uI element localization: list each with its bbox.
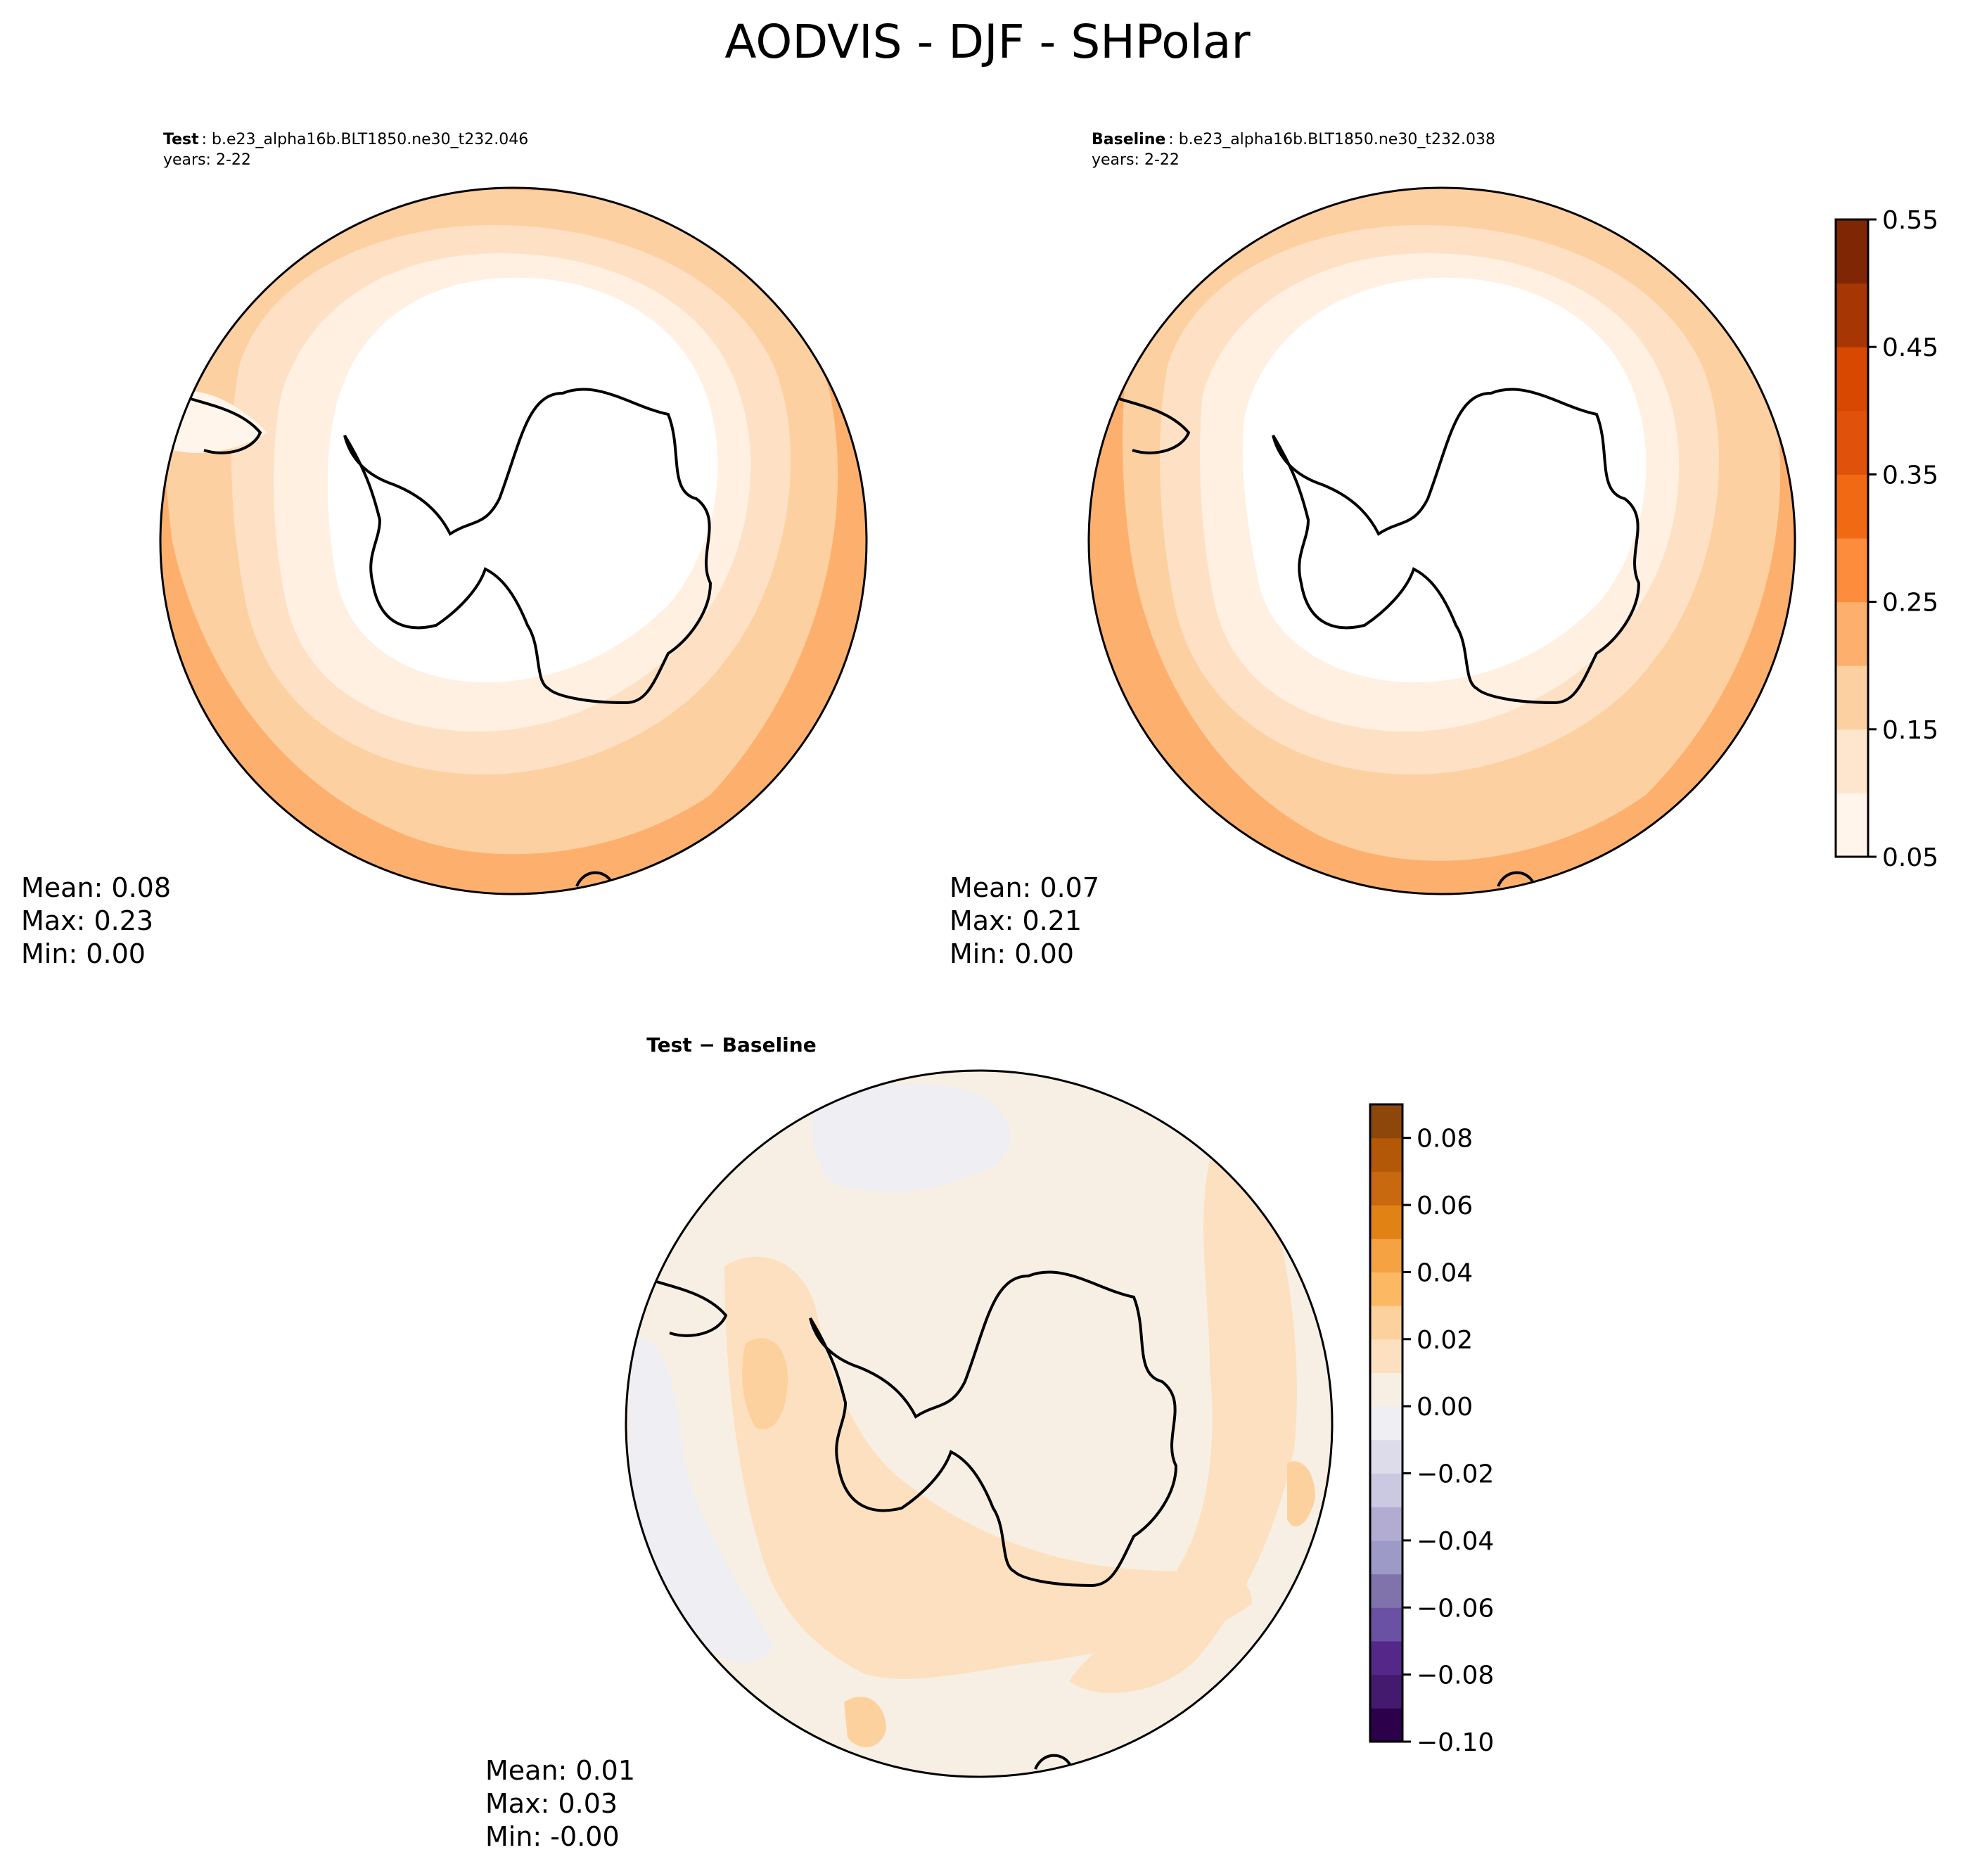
- baseline-min: Min: 0.00: [950, 938, 1074, 969]
- colorbar-bottom: −0.10 −0.08 −0.06 −0.04 −0.02 0.00 0.02 0.04 0.0…: [1369, 1103, 1494, 1757]
- baseline-panel: Baseline: b.e23_alpha16b.BLT1850.ne30_t2…: [950, 131, 1938, 969]
- test-field-patch: [169, 391, 267, 453]
- colorbar-bottom-segment: [1370, 1674, 1402, 1709]
- colorbar-bottom-segment: [1370, 1640, 1402, 1676]
- colorbar-top-tick-label: 0.25: [1882, 589, 1938, 618]
- test-africa-coast: [575, 871, 613, 887]
- colorbar-bottom-segment: [1370, 1306, 1402, 1340]
- test-case-name: : b.e23_alpha16b.BLT1850.ne30_t232.046: [202, 131, 529, 148]
- difference-south-america-coast: [641, 1275, 728, 1337]
- colorbar-bottom-segment: [1370, 1104, 1402, 1139]
- colorbar-bottom-segment: [1370, 1171, 1402, 1206]
- difference-field-negative-patch-2: [629, 1336, 774, 1664]
- test-min: Min: 0.00: [21, 938, 146, 969]
- baseline-panel-title: Baseline: b.e23_alpha16b.BLT1850.ne30_t2…: [1092, 131, 1495, 148]
- colorbar-bottom-segment: [1370, 1406, 1402, 1441]
- difference-max: Max: 0.03: [485, 1788, 618, 1819]
- colorbar-top-tick-label: 0.15: [1882, 716, 1938, 745]
- colorbar-bottom-segment: [1370, 1439, 1402, 1474]
- baseline-years-label: years: 2-22: [1092, 151, 1180, 169]
- colorbar-top-tick-label: 0.45: [1882, 333, 1938, 362]
- colorbar-top-segment: [1836, 729, 1868, 793]
- colorbar-top-segment: [1836, 538, 1868, 603]
- difference-field-positive-band-1: [724, 1256, 1252, 1679]
- colorbar-top-segment: [1836, 793, 1868, 857]
- colorbar-top: 0.05 0.15 0.25 0.35 0.45 0.55: [1834, 206, 1938, 872]
- difference-mean: Mean: 0.01: [485, 1755, 635, 1786]
- baseline-max: Max: 0.21: [950, 905, 1082, 936]
- test-panel: Test: b.e23_alpha16b.BLT1850.ne30_t232.0…: [21, 131, 868, 969]
- colorbar-top-frame: [1834, 218, 1869, 858]
- figure-title: AODVIS - DJF - SHPolar: [724, 15, 1251, 69]
- colorbar-bottom-frame: [1369, 1103, 1404, 1743]
- colorbar-bottom-tick-label: 0.00: [1417, 1393, 1473, 1422]
- colorbar-bottom-segment: [1370, 1574, 1402, 1608]
- colorbar-bottom-segment: [1370, 1238, 1402, 1272]
- colorbar-bottom-tick-label: 0.08: [1417, 1125, 1473, 1154]
- colorbar-top-segment: [1836, 601, 1868, 666]
- difference-field-positive-patch-3: [844, 1697, 886, 1747]
- difference-map: [626, 1071, 1332, 1777]
- baseline-south-america-coast: [1104, 393, 1191, 454]
- test-panel-title: Test: b.e23_alpha16b.BLT1850.ne30_t232.0…: [163, 131, 528, 148]
- colorbar-top-tick-label: 0.35: [1882, 461, 1938, 490]
- difference-field-positive-band-2: [1069, 1159, 1297, 1693]
- test-south-america-coast: [175, 393, 262, 454]
- colorbar-bottom-segment: [1370, 1607, 1402, 1642]
- colorbar-bottom-segment: [1370, 1372, 1402, 1407]
- test-map-boundary: [159, 186, 868, 895]
- difference-panel: Test − Baseline Mean: 0.01 Max: 0.03 Min…: [485, 1033, 1494, 1852]
- difference-field-positive-patch-2: [1287, 1461, 1315, 1526]
- colorbar-top-segment: [1836, 665, 1868, 730]
- baseline-case-name: : b.e23_alpha16b.BLT1850.ne30_t232.038: [1168, 131, 1495, 148]
- colorbar-top-segment: [1836, 347, 1868, 411]
- difference-map-boundary: [625, 1069, 1334, 1778]
- test-max: Max: 0.23: [21, 905, 153, 936]
- colorbar-bottom-tick-label: −0.08: [1417, 1661, 1494, 1690]
- colorbar-bottom-segment: [1370, 1137, 1402, 1172]
- colorbar-bottom-segment: [1370, 1540, 1402, 1575]
- colorbar-bottom-tick-label: −0.10: [1417, 1728, 1494, 1757]
- baseline-africa-coast: [1497, 871, 1535, 887]
- colorbar-bottom-tick-label: −0.02: [1417, 1460, 1494, 1489]
- baseline-mean: Mean: 0.07: [950, 872, 1099, 903]
- difference-field-positive-patch-1: [742, 1338, 788, 1429]
- difference-africa-coast: [1034, 1754, 1072, 1770]
- colorbar-bottom-tick-label: −0.06: [1417, 1594, 1494, 1623]
- baseline-field-band-4: [1242, 277, 1647, 683]
- difference-field-negative-patch-1: [812, 1084, 1011, 1192]
- test-field-band-4: [327, 277, 718, 683]
- colorbar-bottom-tick-label: 0.04: [1417, 1258, 1473, 1287]
- colorbar-top-segment: [1836, 474, 1868, 539]
- colorbar-top-segment: [1836, 283, 1868, 347]
- colorbar-bottom-segment: [1370, 1708, 1402, 1742]
- colorbar-bottom-segment: [1370, 1473, 1402, 1507]
- colorbar-top-tick-label: 0.05: [1882, 843, 1938, 872]
- test-panel-key: Test: [163, 131, 199, 148]
- colorbar-bottom-tick-label: 0.02: [1417, 1326, 1473, 1355]
- colorbar-bottom-tick-label: 0.06: [1417, 1192, 1473, 1220]
- test-years-label: years: 2-22: [163, 151, 251, 169]
- colorbar-top-segment: [1836, 410, 1868, 475]
- colorbar-bottom-segment: [1370, 1339, 1402, 1373]
- baseline-map-boundary: [1087, 186, 1796, 895]
- colorbar-top-tick-label: 0.55: [1882, 206, 1938, 235]
- colorbar-bottom-segment: [1370, 1507, 1402, 1541]
- difference-panel-title: Test − Baseline: [646, 1033, 816, 1057]
- baseline-map: [1089, 188, 1795, 894]
- test-map: [160, 188, 867, 894]
- colorbar-bottom-segment: [1370, 1272, 1402, 1306]
- colorbar-top-segment: [1836, 219, 1868, 284]
- colorbar-bottom-segment: [1370, 1205, 1402, 1239]
- difference-min: Min: -0.00: [485, 1821, 620, 1852]
- colorbar-bottom-tick-label: −0.04: [1417, 1527, 1494, 1556]
- baseline-panel-key: Baseline: [1092, 131, 1165, 148]
- test-mean: Mean: 0.08: [21, 872, 171, 903]
